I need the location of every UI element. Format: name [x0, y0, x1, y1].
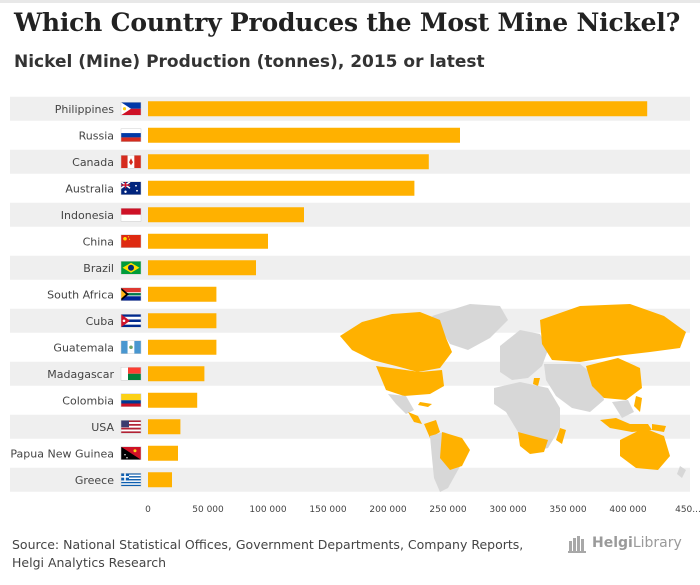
map-greenland — [432, 304, 508, 350]
china-flag-icon — [120, 234, 142, 248]
category-label-madagascar: Madagascar — [47, 368, 114, 381]
bar-guatemala — [148, 339, 217, 355]
source-line-1: Source: National Statistical Offices, Go… — [12, 537, 524, 552]
bar-cuba — [148, 313, 217, 329]
map-madagascar — [556, 428, 566, 444]
bar-australia — [148, 180, 415, 196]
category-label-australia: Australia — [65, 182, 114, 195]
philippines-flag-icon — [120, 102, 142, 116]
category-label-papua-new-guinea: Papua New Guinea — [10, 447, 114, 460]
map-australia — [620, 428, 670, 470]
bars — [148, 101, 648, 488]
map-png — [652, 424, 666, 432]
x-tick-label: 50 000 — [192, 505, 224, 515]
category-label-china: China — [83, 235, 114, 248]
brand-name-part1: Helgi — [592, 535, 633, 551]
bar-usa — [148, 419, 181, 435]
flag-icons — [120, 102, 142, 487]
cuba-flag-icon — [120, 314, 142, 328]
x-tick-label: 400 000 — [609, 505, 646, 515]
bar-indonesia — [148, 207, 304, 223]
top-border — [0, 0, 700, 3]
map-canada — [340, 312, 452, 372]
map-philippines — [634, 396, 642, 412]
indonesia-flag-icon — [120, 208, 142, 222]
x-axis-ticks: 0 50 000 100 000 150 000 200 000 250 000 300 0… — [145, 505, 700, 515]
bar-brazil — [148, 260, 256, 276]
x-tick-label: 250 000 — [429, 505, 466, 515]
category-labels: Philippines Russia Canada Australia Indonesi… — [10, 103, 114, 487]
usa-flag-icon — [120, 420, 142, 434]
x-tick-label: 300 000 — [489, 505, 526, 515]
bar-china — [148, 233, 268, 249]
category-label-russia: Russia — [79, 129, 114, 142]
bar-south-africa — [148, 286, 217, 302]
brand-logo: Helgi Library — [568, 533, 682, 553]
category-label-cuba: Cuba — [86, 315, 114, 328]
papua-new-guinea-flag-icon — [120, 446, 142, 460]
canada-flag-icon — [120, 155, 142, 169]
category-label-south-africa: South Africa — [47, 288, 114, 301]
colombia-flag-icon — [120, 393, 142, 407]
category-label-colombia: Colombia — [62, 394, 114, 407]
map-china — [586, 358, 642, 400]
australia-flag-icon — [120, 181, 142, 195]
category-label-usa: USA — [91, 421, 114, 434]
bar-madagascar — [148, 366, 205, 382]
x-tick-label: 100 000 — [249, 505, 286, 515]
bar-papua-new-guinea — [148, 445, 178, 461]
map-africa — [494, 382, 560, 452]
brazil-flag-icon — [120, 261, 142, 275]
bar-canada — [148, 154, 429, 170]
map-europe — [500, 330, 548, 380]
map-russia — [540, 304, 686, 362]
bar-russia — [148, 127, 460, 143]
greece-flag-icon — [120, 473, 142, 487]
map-southeast-asia — [612, 400, 634, 418]
map-central-america — [408, 412, 422, 424]
map-usa — [376, 366, 444, 396]
chart-subtitle: Nickel (Mine) Production (tonnes), 2015 … — [14, 52, 485, 72]
source-line-2: Helgi Analytics Research — [12, 555, 167, 570]
category-label-greece: Greece — [75, 474, 114, 487]
guatemala-flag-icon — [120, 340, 142, 354]
brand-name-part2: Library — [632, 535, 682, 551]
category-label-indonesia: Indonesia — [61, 209, 114, 222]
x-tick-label: 150 000 — [309, 505, 346, 515]
map-brazil — [440, 432, 470, 470]
russia-flag-icon — [120, 128, 142, 142]
map-indonesia — [600, 418, 652, 432]
category-label-guatemala: Guatemala — [53, 341, 114, 354]
x-tick-label: 0 — [145, 505, 151, 515]
x-tick-label: 200 000 — [369, 505, 406, 515]
library-icon — [568, 536, 586, 553]
category-label-canada: Canada — [72, 156, 114, 169]
category-label-philippines: Philippines — [55, 103, 115, 116]
map-south-africa — [518, 432, 548, 454]
map-new-zealand — [677, 466, 686, 478]
x-tick-label: 450... — [675, 505, 700, 515]
bar-colombia — [148, 392, 198, 408]
page-title: Which Country Produces the Most Mine Nic… — [14, 8, 681, 37]
south-africa-flag-icon — [120, 287, 142, 301]
map-mexico — [388, 394, 414, 414]
world-map — [340, 304, 686, 492]
category-label-brazil: Brazil — [83, 262, 114, 275]
map-cuba — [418, 402, 432, 407]
x-tick-label: 350 000 — [549, 505, 586, 515]
madagascar-flag-icon — [120, 367, 142, 381]
map-greece — [533, 378, 540, 386]
bar-greece — [148, 472, 172, 488]
source-note: Source: National Statistical Offices, Go… — [12, 536, 552, 572]
bar-philippines — [148, 101, 648, 117]
map-colombia — [424, 420, 440, 438]
